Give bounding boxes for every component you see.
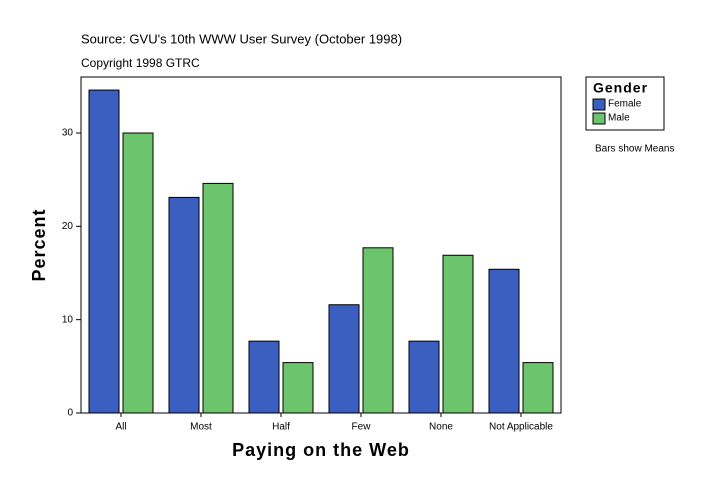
subtitle: Source: GVU's 10th WWW User Survey (Octo…	[81, 31, 402, 46]
legend-title: Gender	[593, 80, 648, 96]
y-axis-label: Percent	[29, 208, 49, 281]
legend-label: Male	[608, 113, 630, 124]
legend-label: Female	[608, 99, 642, 110]
copyright: Copyright 1998 GTRC	[81, 56, 200, 70]
bar	[488, 268, 520, 414]
bar	[362, 247, 394, 414]
bar	[522, 362, 554, 414]
bar	[328, 304, 360, 414]
bar	[442, 254, 474, 414]
bar	[88, 89, 120, 414]
x-tick-label: Half	[272, 422, 290, 433]
legend-swatch	[592, 98, 606, 111]
bar	[122, 132, 154, 414]
bar	[282, 362, 314, 414]
x-tick-label: Few	[352, 422, 372, 433]
bar	[408, 340, 440, 414]
x-axis-label: Paying on the Web	[232, 440, 410, 460]
y-tick-label: 20	[62, 221, 74, 232]
x-tick-label: Not Applicable	[489, 422, 553, 433]
y-tick-label: 30	[62, 128, 74, 139]
plot-frame	[80, 76, 562, 414]
x-tick-label: All	[115, 422, 126, 433]
x-tick-label: Most	[190, 422, 212, 433]
note: Bars show Means	[595, 144, 674, 155]
x-tick-label: None	[429, 422, 453, 433]
y-tick-label: 10	[62, 314, 74, 325]
y-tick-label: 0	[67, 408, 73, 419]
bar	[248, 340, 280, 414]
bar	[202, 182, 234, 414]
legend-swatch	[592, 112, 606, 125]
bar	[168, 196, 200, 414]
